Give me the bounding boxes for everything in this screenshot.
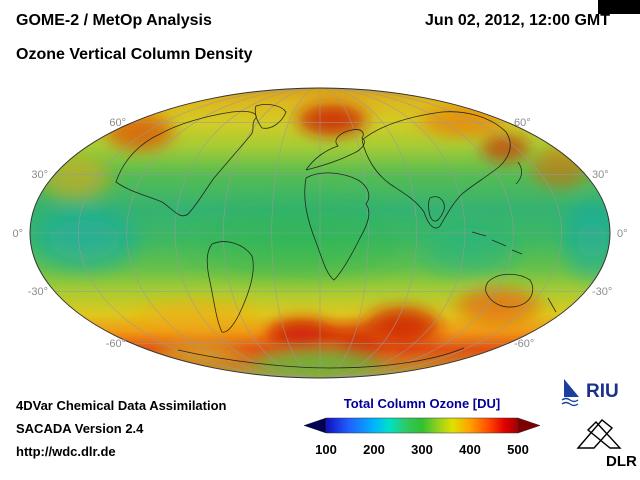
tick-label: 100 [315,442,337,457]
page-title: GOME-2 / MetOp Analysis [16,12,212,29]
timestamp: Jun 02, 2012, 12:00 GMT [425,12,610,29]
tick-label: 500 [507,442,529,457]
dlr-logo: DLR [576,419,637,470]
riu-logo: RIU [561,379,619,407]
tick-label: 200 [363,442,385,457]
footer-info: 4DVar Chemical Data Assimilation SACADA … [16,394,227,463]
lat-label: 30° [592,169,609,181]
colorbar-gradient [325,417,519,434]
riu-waves-icon [561,397,579,407]
footer-line-assimilation: 4DVar Chemical Data Assimilation [16,398,227,413]
colorbar-ticks: 100 200 300 400 500 [315,442,529,457]
riu-sail-icon [564,379,579,397]
colorbar-legend: Total Column Ozone [DU] 100 200 300 400 … [303,396,541,457]
page-subtitle: Ozone Vertical Column Density [16,46,253,63]
coastlines [115,104,557,369]
footer-line-version: SACADA Version 2.4 [16,421,144,436]
riu-logo-text: RIU [586,381,619,402]
lat-label: -30° [28,286,48,298]
lat-label: -30° [592,286,612,298]
dlr-logo-text: DLR [606,453,637,470]
map-outline [29,87,611,379]
corner-black-marker [598,0,640,14]
lat-label: 0° [617,228,628,240]
lat-label: 0° [12,228,23,240]
lat-label: 30° [31,169,48,181]
lat-label: 60° [109,117,126,129]
lat-label: 60° [514,117,531,129]
colorbar-arrow-right [517,417,541,434]
tick-label: 300 [411,442,433,457]
lat-label: -60° [514,338,534,350]
lat-label: -60° [106,338,126,350]
colorbar-title: Total Column Ozone [DU] [344,396,500,411]
colorbar-arrow-left [303,417,327,434]
tick-label: 400 [459,442,481,457]
dlr-emblem-icon [576,419,622,449]
latitude-labels: 60° 30° 0° -30° -60° 60° 30° 0° -30° -60… [12,117,627,350]
footer-line-url: http://wdc.dlr.de [16,444,116,459]
